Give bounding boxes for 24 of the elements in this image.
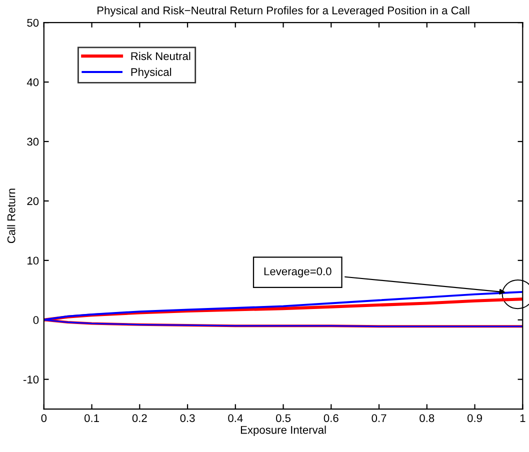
y-tick-label: -10: [23, 376, 39, 384]
y-axis-title: Call Return: [7, 188, 16, 244]
legend-label: Physical: [131, 68, 172, 78]
x-tick-label: 0.7: [372, 414, 386, 422]
legend-label: Risk Neutral: [131, 52, 190, 60]
x-tick-label: 0.9: [467, 414, 482, 422]
x-tick-label: 0.5: [276, 414, 291, 422]
x-tick-label: 0.4: [228, 414, 243, 422]
x-tick-label: 1: [520, 414, 526, 422]
x-tick-label: 0: [41, 414, 47, 422]
y-tick-label: 50: [27, 18, 39, 27]
x-tick-label: 0.8: [420, 414, 434, 422]
x-axis-title: Exposure Interval: [240, 426, 326, 436]
x-tick-label: 0.1: [84, 414, 99, 422]
x-tick-label: 0.3: [180, 414, 195, 422]
y-tick-label: 40: [26, 78, 39, 86]
annotation: Leverage=0.0: [264, 267, 332, 278]
y-tick-label: 10: [28, 256, 39, 265]
y-tick-label: 20: [27, 197, 39, 206]
y-tick-label: 0: [33, 316, 39, 324]
x-tick-label: 0.6: [324, 414, 338, 422]
y-tick-label: 30: [27, 138, 39, 146]
x-tick-label: 0.2: [132, 414, 147, 422]
chart-title: Physical and Risk−Neutral Return Profiles for a Leveraged Position in a Call: [98, 6, 470, 17]
